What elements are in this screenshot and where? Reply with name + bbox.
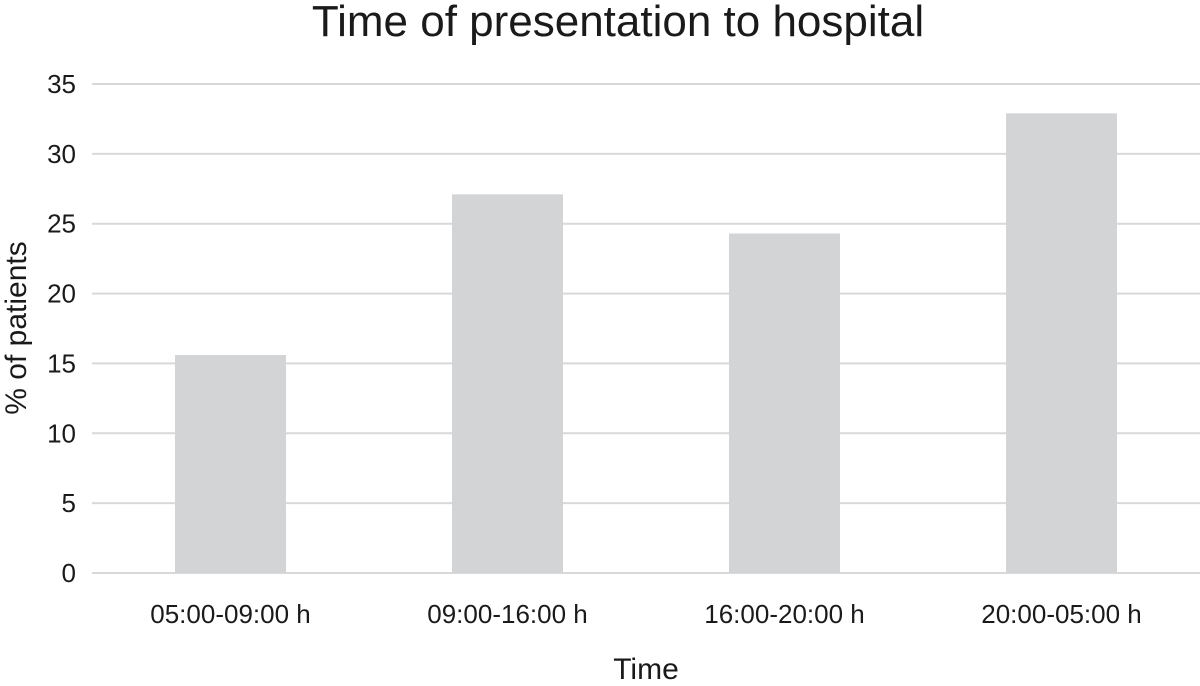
- x-tick-label: 05:00-09:00 h: [150, 599, 310, 629]
- y-axis-title: % of patients: [0, 241, 33, 414]
- y-tick-label: 35: [47, 69, 76, 99]
- y-tick-label: 5: [62, 488, 76, 518]
- chart-title: Time of presentation to hospital: [312, 0, 924, 46]
- bar: [175, 355, 286, 573]
- y-tick-label: 0: [62, 558, 76, 588]
- x-tick-label: 20:00-05:00 h: [981, 599, 1141, 629]
- bar: [452, 194, 563, 574]
- y-tick-label: 30: [47, 139, 76, 169]
- x-axis-ticks: 05:00-09:00 h 09:00-16:00 h 16:00-20:00 h 2…: [150, 599, 1141, 629]
- x-axis-title: Time: [613, 653, 679, 681]
- y-axis-ticks: 0 5 10 15 20 25 30 35: [47, 69, 76, 588]
- x-tick-label: 09:00-16:00 h: [427, 599, 587, 629]
- y-tick-label: 15: [47, 348, 76, 378]
- bar: [1006, 113, 1117, 573]
- y-tick-label: 20: [47, 279, 76, 309]
- y-tick-label: 10: [47, 418, 76, 448]
- x-tick-label: 16:00-20:00 h: [704, 599, 864, 629]
- bars: [175, 113, 1117, 574]
- y-tick-label: 25: [47, 209, 76, 239]
- bar: [729, 233, 840, 573]
